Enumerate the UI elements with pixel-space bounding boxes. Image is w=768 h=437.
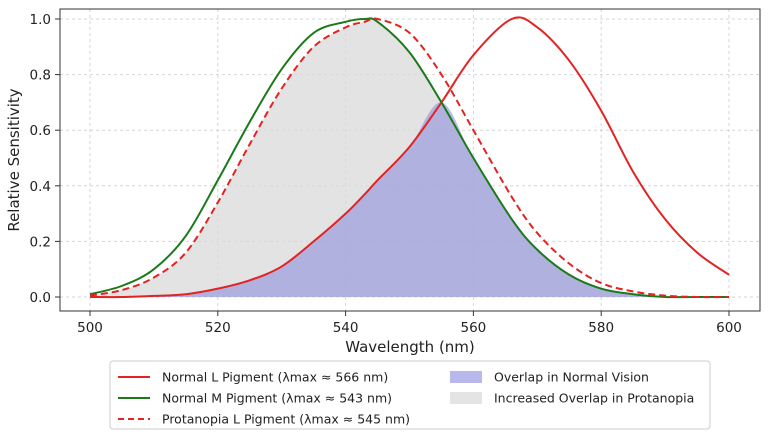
y-axis-label: Relative Sensitivity [5,88,23,231]
x-axis-label: Wavelength (nm) [345,338,475,356]
x-tick-label: 580 [588,320,614,336]
series-lines [89,16,730,299]
legend-swatch-patch [450,392,482,404]
overlap-fill-area [90,102,729,298]
y-tick-label: 0.2 [30,234,51,250]
x-tick-label: 540 [333,320,359,336]
series-line [89,16,730,299]
y-tick-label: 0.0 [30,290,51,306]
legend-item: Overlap in Normal Vision [450,370,649,385]
series-line [89,17,729,299]
legend-label: Increased Overlap in Protanopia [494,391,694,406]
legend: Normal L Pigment (λmax ≈ 566 nm) Normal M… [109,360,711,430]
legend-item: Normal M Pigment (λmax ≈ 543 nm) [118,391,392,406]
legend-label: Normal M Pigment (λmax ≈ 543 nm) [162,391,392,406]
x-tick-label: 520 [205,320,231,336]
legend-box [109,360,711,430]
legend-label: Protanopia L Pigment (λmax ≈ 545 nm) [162,412,410,427]
y-tick-label: 0.8 [30,68,51,84]
legend-label: Normal L Pigment (λmax ≈ 566 nm) [162,370,388,385]
legend-item: Normal L Pigment (λmax ≈ 566 nm) [118,370,388,385]
overlap-fills [90,19,729,298]
x-tick-label: 600 [716,320,742,336]
legend-swatch-patch [450,371,482,383]
x-axis-ticks: 500 520 540 560 580 600 [77,311,742,336]
y-tick-label: 1.0 [30,12,51,28]
legend-item: Increased Overlap in Protanopia [450,391,694,406]
y-axis-ticks: 0.0 0.2 0.4 0.6 0.8 1.0 [30,12,60,306]
y-tick-label: 0.6 [30,123,51,139]
plot-frame [59,8,761,312]
x-tick-label: 560 [461,320,487,336]
y-tick-label: 0.4 [30,179,51,195]
legend-label: Overlap in Normal Vision [494,370,649,385]
x-tick-label: 500 [77,320,103,336]
legend-item: Protanopia L Pigment (λmax ≈ 545 nm) [118,412,410,427]
